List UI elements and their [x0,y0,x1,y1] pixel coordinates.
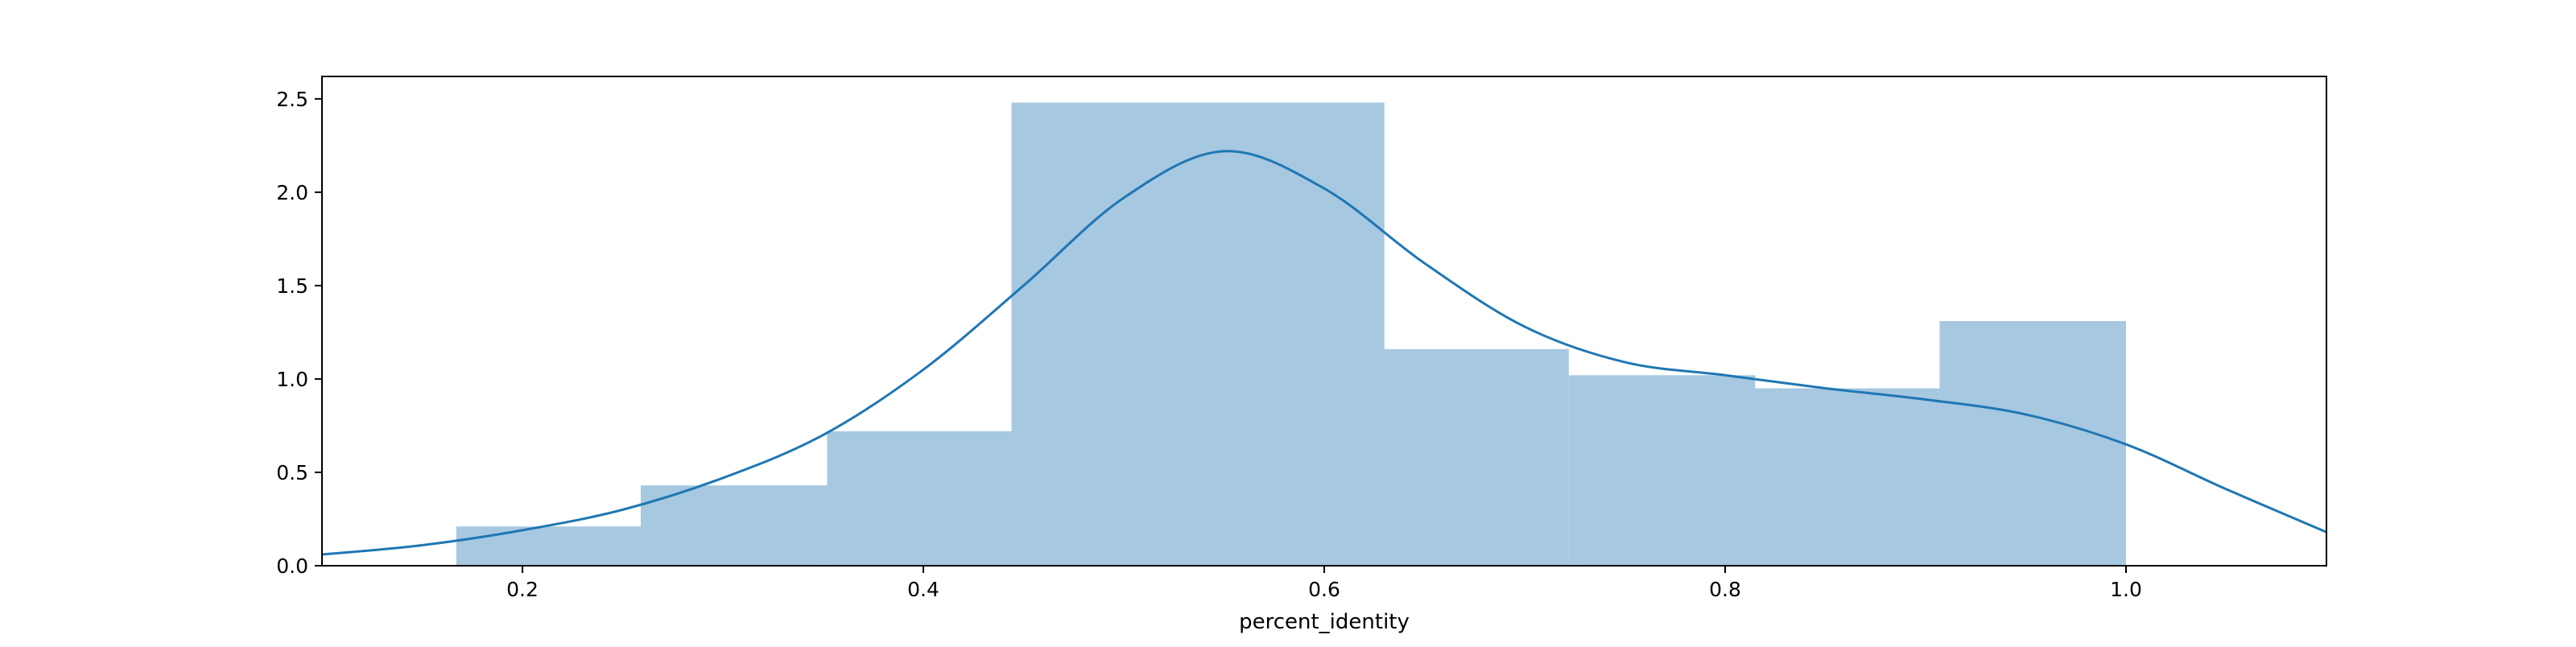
histogram-bar [1011,102,1385,567]
histogram-bar [640,485,828,566]
y-tick-label: 0.0 [276,554,308,578]
kde-curve [322,150,2326,556]
x-axis-label: percent_identity [1239,610,1410,634]
x-axis-ticks: 0.2 0.4 0.6 0.8 1.0 [506,566,2142,601]
histogram-bar [1939,321,2126,566]
kde-curve-layer [322,150,2326,556]
x-tick-label: 1.0 [2110,578,2142,601]
histogram-bars [456,102,2126,567]
histogram-bar [1755,388,1940,566]
y-tick-label: 0.5 [276,461,308,484]
histogram-bar [1384,348,1569,566]
y-tick-label: 1.0 [276,368,308,391]
y-tick-label: 2.5 [276,88,308,111]
x-tick-label: 0.2 [506,578,539,601]
histogram-bar [1568,375,1756,566]
histogram-bar [456,526,641,566]
x-tick-label: 0.6 [1308,578,1340,601]
histogram-bar [827,431,1012,566]
y-tick-label: 2.0 [276,181,308,204]
y-tick-label: 1.5 [276,274,308,298]
x-tick-label: 0.4 [907,578,939,601]
x-tick-label: 0.8 [1709,578,1741,601]
y-axis-ticks: 0.0 0.5 1.0 1.5 2.0 2.5 [276,88,322,578]
